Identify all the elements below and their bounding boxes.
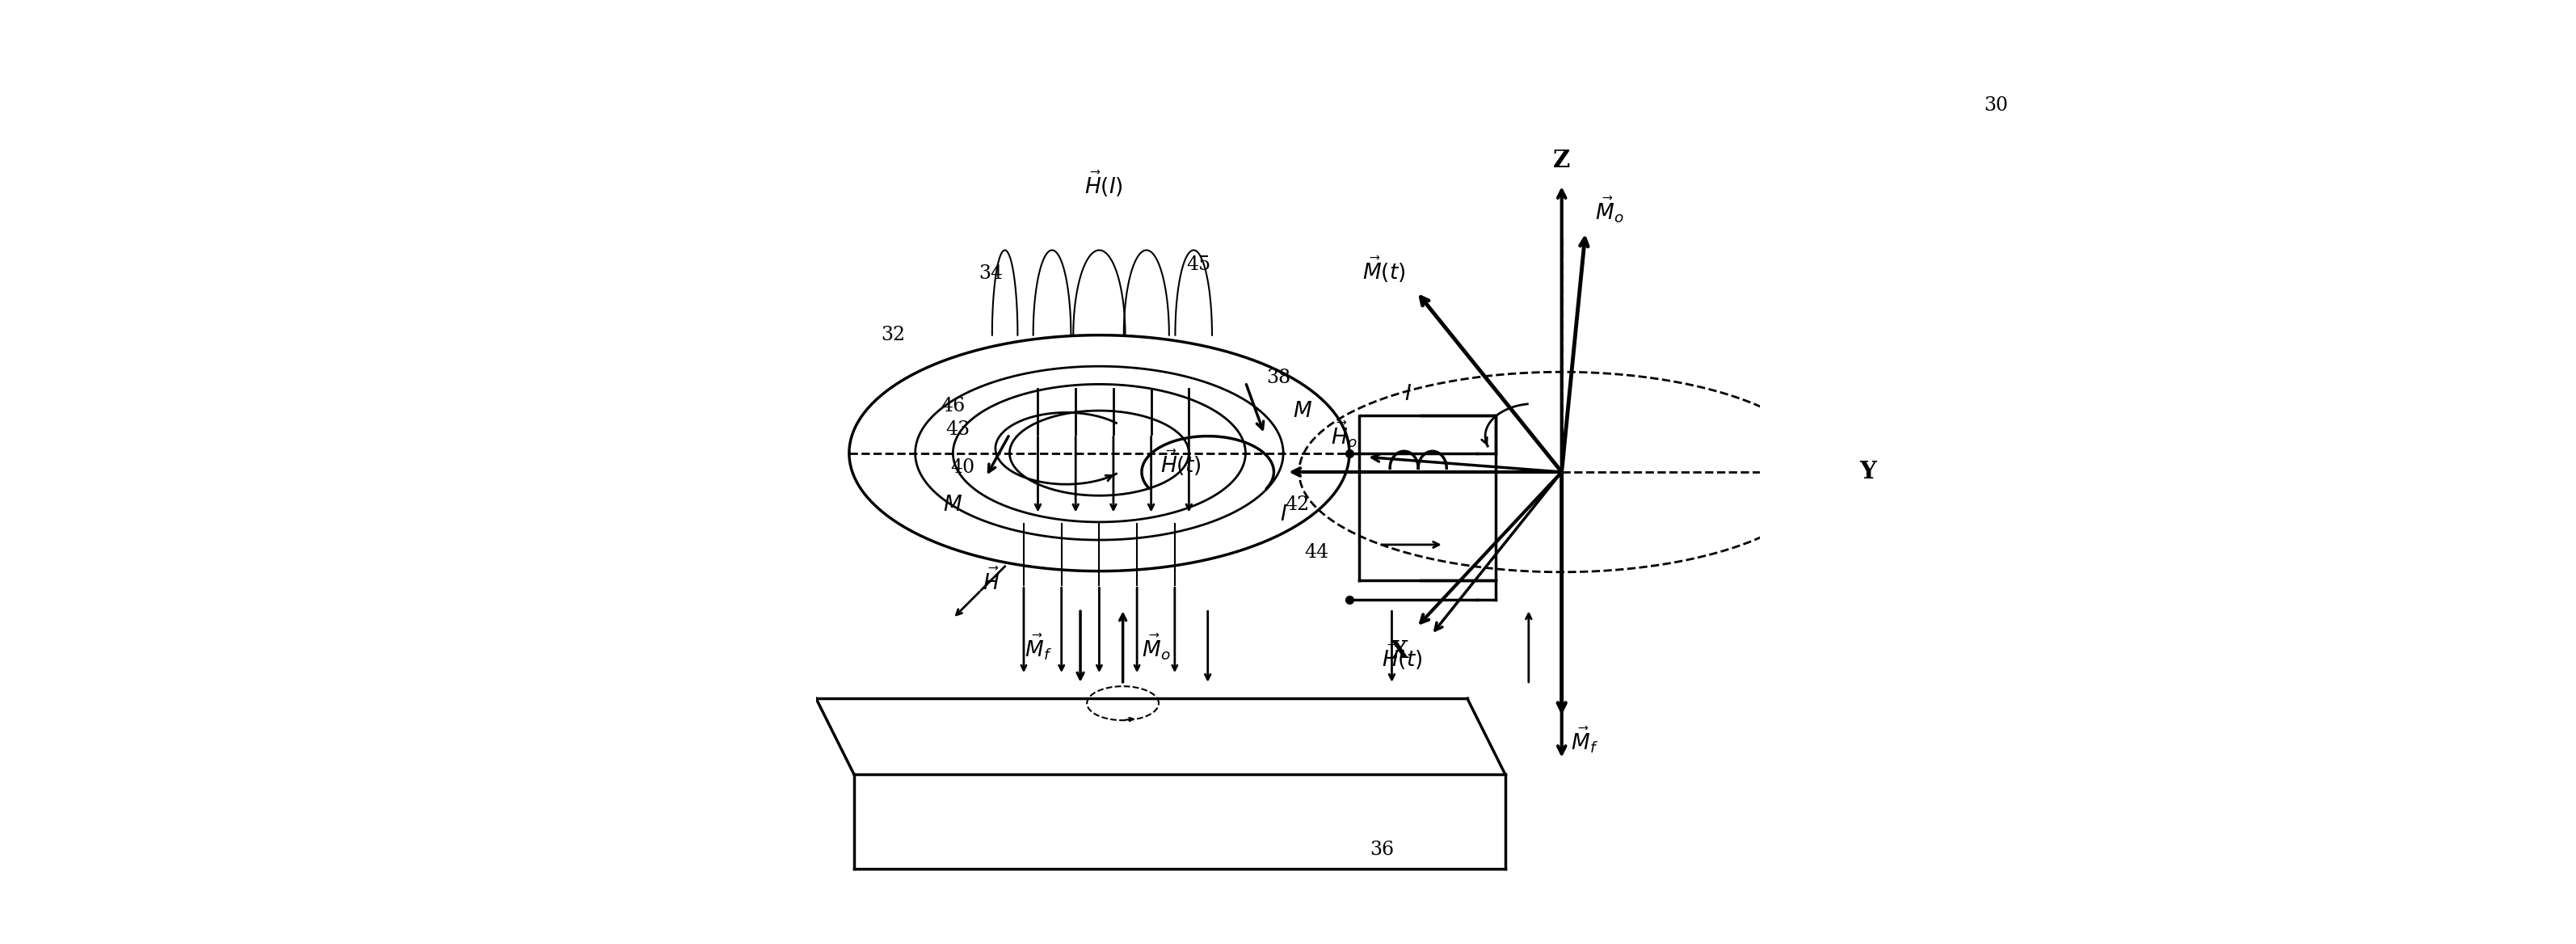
Text: $\vec{H}$: $\vec{H}$ [981,567,999,594]
Text: $I$: $I$ [1404,383,1412,404]
Text: $\vec{M}_o$: $\vec{M}_o$ [1141,632,1170,662]
Text: $M$: $M$ [1293,400,1311,421]
Text: $\vec{H}(I)$: $\vec{H}(I)$ [1084,169,1123,199]
Text: 36: 36 [1370,840,1394,859]
Text: $\vec{M}_o$: $\vec{M}_o$ [1595,194,1623,225]
Text: 30: 30 [1984,96,2007,115]
Text: $\vec{H}(t)$: $\vec{H}(t)$ [1162,447,1200,478]
Text: $\vec{H}(t)$: $\vec{H}(t)$ [1381,642,1422,671]
Text: 44: 44 [1303,543,1329,562]
Text: $\vec{H}_o$: $\vec{H}_o$ [1332,420,1358,449]
Text: $M$: $M$ [943,495,963,515]
Text: 40: 40 [951,458,974,477]
Text: 38: 38 [1267,368,1291,387]
Text: Z: Z [1553,148,1571,172]
Text: 46: 46 [940,396,966,415]
Text: 32: 32 [881,326,907,345]
Text: 34: 34 [979,264,1002,283]
Text: 42: 42 [1285,496,1309,514]
Text: X: X [1391,640,1409,663]
Text: Y: Y [1860,461,1875,483]
Text: 43: 43 [945,420,969,439]
Text: $\vec{M}_f$: $\vec{M}_f$ [1571,725,1600,754]
Text: 45: 45 [1185,255,1211,274]
Text: $\vec{M}(t)$: $\vec{M}(t)$ [1363,255,1406,284]
Text: $I$: $I$ [1280,504,1288,525]
Text: $\vec{M}_f$: $\vec{M}_f$ [1025,632,1051,662]
